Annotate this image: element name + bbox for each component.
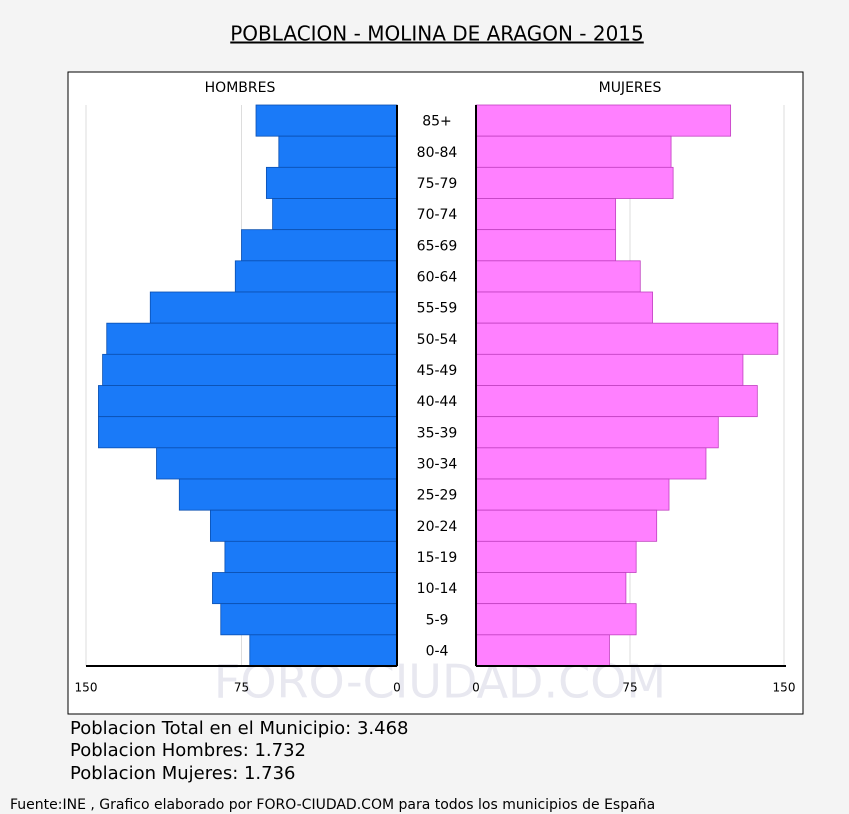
bar-female: [475, 229, 617, 262]
category-label: 30-34: [417, 456, 458, 472]
bar-male: [209, 509, 398, 542]
bar-female: [475, 291, 653, 324]
x-tick-label: 150: [75, 681, 98, 695]
bar-male: [98, 416, 398, 449]
bar-female: [475, 572, 627, 605]
bar-male: [220, 603, 398, 636]
category-label: 10-14: [417, 581, 458, 597]
category-label: 20-24: [417, 519, 458, 535]
bar-female: [475, 447, 707, 480]
bar-male: [249, 634, 398, 667]
bar-female: [475, 104, 732, 137]
category-label: 80-84: [417, 145, 458, 161]
note: Poblacion Mujeres: 1.736: [70, 763, 296, 784]
bar-female: [475, 540, 637, 573]
bar-female: [475, 509, 658, 542]
bar-male: [149, 291, 398, 324]
bar-male: [234, 260, 398, 293]
bar-female: [475, 353, 744, 386]
category-label: 45-49: [417, 363, 458, 379]
bar-male: [265, 166, 398, 199]
x-tick-label: 0: [393, 681, 401, 695]
note: Poblacion Hombres: 1.732: [70, 740, 306, 761]
category-label: 5-9: [426, 612, 449, 628]
x-tick-label: 0: [472, 681, 480, 695]
bar-male: [98, 385, 398, 418]
category-label: 35-39: [417, 425, 458, 441]
category-label: 55-59: [417, 301, 458, 317]
bar-male: [106, 322, 398, 355]
note: Poblacion Total en el Municipio: 3.468: [70, 718, 408, 739]
right-header: MUJERES: [599, 80, 662, 96]
bar-female: [475, 634, 610, 667]
bars: [98, 104, 779, 667]
bar-male: [102, 353, 398, 386]
category-label: 25-29: [417, 488, 458, 504]
source: Fuente:INE , Grafico elaborado por FORO-…: [10, 797, 655, 813]
bar-male: [272, 198, 398, 231]
bar-female: [475, 478, 670, 511]
bar-female: [475, 135, 672, 168]
bar-male: [241, 229, 398, 262]
bar-female: [475, 198, 617, 231]
bar-male: [156, 447, 398, 480]
bar-female: [475, 385, 758, 418]
bar-female: [475, 260, 641, 293]
bar-female: [475, 416, 719, 449]
x-tick-label: 75: [622, 681, 637, 695]
category-label: 50-54: [417, 332, 458, 348]
bar-male: [224, 540, 398, 573]
category-label: 60-64: [417, 269, 458, 285]
x-tick-label: 150: [773, 681, 796, 695]
category-label: 0-4: [426, 643, 449, 659]
x-tick-label: 75: [234, 681, 249, 695]
category-label: 85+: [422, 114, 452, 130]
chart-title: POBLACION - MOLINA DE ARAGON - 2015: [230, 22, 644, 46]
category-label: 75-79: [417, 176, 458, 192]
category-label: 65-69: [417, 238, 458, 254]
category-label: 40-44: [417, 394, 458, 410]
bar-female: [475, 322, 779, 355]
bar-male: [212, 572, 398, 605]
bar-female: [475, 166, 674, 199]
category-label: 70-74: [417, 207, 458, 223]
bar-male: [255, 104, 398, 137]
left-header: HOMBRES: [205, 80, 276, 96]
bar-male: [278, 135, 398, 168]
bar-male: [178, 478, 398, 511]
category-label: 15-19: [417, 550, 458, 566]
bar-female: [475, 603, 637, 636]
